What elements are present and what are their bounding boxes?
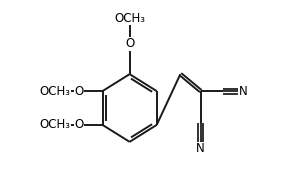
Text: O: O: [74, 118, 84, 131]
Text: O: O: [125, 37, 134, 50]
Text: OCH₃: OCH₃: [114, 12, 145, 25]
Text: N: N: [196, 142, 205, 155]
Text: OCH₃: OCH₃: [40, 85, 71, 98]
Text: N: N: [239, 85, 247, 98]
Text: O: O: [74, 85, 84, 98]
Text: OCH₃: OCH₃: [40, 118, 71, 131]
